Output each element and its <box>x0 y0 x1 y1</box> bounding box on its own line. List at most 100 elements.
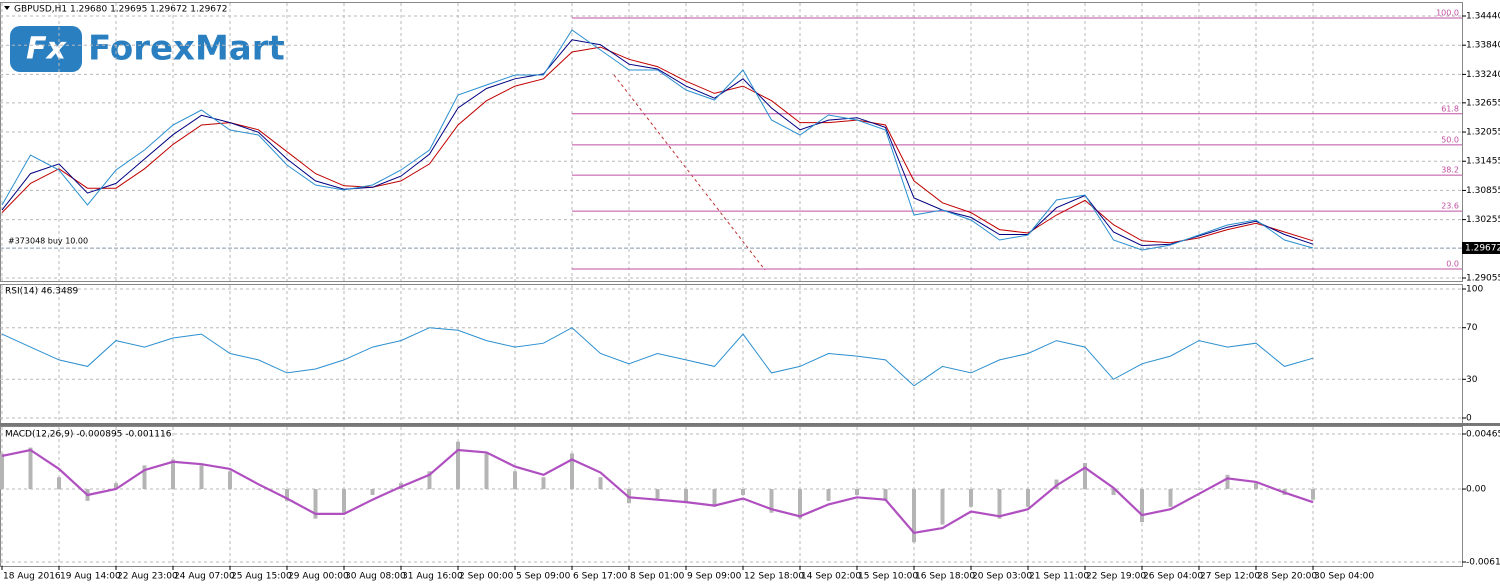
histogram-bar <box>256 489 261 490</box>
histogram-bar <box>228 471 232 490</box>
histogram-bar <box>940 489 945 525</box>
x-tick-label: 18 Aug 2016 <box>3 572 61 582</box>
x-tick-label: 22 Aug 23:00 <box>117 572 178 582</box>
series-line <box>1 29 1314 251</box>
y-tick-label: 100 <box>1466 285 1483 295</box>
histogram-bar <box>1140 489 1144 523</box>
histogram-bar <box>655 489 660 499</box>
x-tick-label: 8 Sep 01:00 <box>630 572 685 582</box>
histogram-bar <box>1026 489 1030 507</box>
x-tick-label: 19 Aug 14:00 <box>60 572 121 582</box>
histogram-bar <box>342 489 346 513</box>
panels <box>0 2 1500 567</box>
histogram-bar <box>57 477 61 490</box>
x-tick-label: 29 Aug 00:00 <box>288 572 349 582</box>
x-tick-label: 26 Sep 04:00 <box>1143 572 1203 582</box>
y-tick-label: 30 <box>1466 375 1478 385</box>
y-tick-label: 1.31455 <box>1466 157 1500 167</box>
separator <box>0 423 1500 426</box>
y-tick-label: 1.30255 <box>1466 215 1500 225</box>
last-price-box <box>1462 241 1500 254</box>
histogram-bar <box>427 471 432 490</box>
histogram-bar <box>798 489 802 519</box>
histogram-bar <box>1197 489 1201 490</box>
fib-label: 23.6 <box>1441 202 1459 211</box>
y-tick-label: 1.34440 <box>1466 12 1500 22</box>
histogram-bar <box>1225 474 1230 490</box>
x-tick-label: 9 Sep 09:00 <box>687 572 742 582</box>
histogram-bar <box>513 471 517 490</box>
histogram-bar <box>171 459 175 490</box>
fib-label: 61.8 <box>1441 104 1459 113</box>
trend-line <box>613 74 766 271</box>
x-tick-label: 5 Sep 09:00 <box>516 572 571 582</box>
series-line <box>1 39 1314 247</box>
histogram-bar <box>883 489 888 501</box>
x-tick-label: 25 Aug 15:00 <box>231 572 292 582</box>
x-tick-label: 15 Sep 10:00 <box>858 572 918 582</box>
y-tick-label: 1.32055 <box>1466 128 1500 138</box>
x-tick-label: 28 Sep 20:00 <box>1257 572 1317 582</box>
x-tick-label: 20 Sep 03:00 <box>972 572 1032 582</box>
histogram-bar <box>484 453 489 490</box>
histogram-bar <box>769 489 774 513</box>
histogram-bar <box>1254 483 1258 490</box>
chart-title: GBPUSD,H1 1.29680 1.29695 1.29672 1.2967… <box>14 5 227 15</box>
histogram-bar <box>541 477 546 490</box>
menu-arrow <box>4 6 10 10</box>
histogram-bar <box>712 489 717 507</box>
histogram-bar <box>1311 489 1315 500</box>
y-tick-label: 0.004651 <box>1466 430 1500 440</box>
y-tick-label: -0.006165 <box>1466 558 1500 568</box>
histogram-bar <box>285 489 289 501</box>
histogram-bar <box>570 453 574 490</box>
x-tick-label: 14 Sep 02:00 <box>801 572 861 582</box>
x-tick-label: 24 Aug 07:00 <box>174 572 235 582</box>
y-tick-label: 1.29055 <box>1466 274 1500 284</box>
y-tick-label: 0.00 <box>1466 485 1486 495</box>
x-tick-label: 22 Sep 19:00 <box>1086 572 1146 582</box>
price-panel <box>0 2 1463 282</box>
x-tick-label: 31 Aug 16:00 <box>402 572 463 582</box>
histogram-bar <box>912 489 916 543</box>
histogram-bar <box>1168 489 1173 507</box>
x-tick-label: 2 Sep 00:00 <box>459 572 514 582</box>
x-tick-label: 27 Sep 12:00 <box>1200 572 1260 582</box>
histogram-bar <box>598 477 603 490</box>
histogram-bar <box>997 489 1002 519</box>
panel-title: MACD(12,26,9) -0.000895 -0.001116 <box>5 430 172 440</box>
y-tick-label: 1.32655 <box>1466 98 1500 108</box>
x-tick-label: 12 Sep 18:00 <box>744 572 804 582</box>
fib-label: 38.2 <box>1441 166 1459 175</box>
histogram-bar <box>456 441 460 490</box>
y-tick-label: 1.30855 <box>1466 186 1500 196</box>
series-line <box>1 327 1314 387</box>
x-tick-label: 6 Sep 17:00 <box>573 572 628 582</box>
order-label: #373048 buy 10.00 <box>8 237 88 246</box>
macd-panel <box>0 426 1463 567</box>
histogram-bar <box>370 489 375 495</box>
fib-label: 0.0 <box>1446 259 1459 268</box>
fib-label: 50.0 <box>1441 135 1459 144</box>
histogram-bar <box>142 465 147 490</box>
panel-title: RSI(14) 46.3489 <box>5 287 78 297</box>
x-tick-label: 30 Sep 04:00 <box>1314 572 1374 582</box>
y-tick-label: 0 <box>1466 414 1472 424</box>
histogram-bar <box>969 489 973 507</box>
logo-text: ForexMart <box>88 29 285 69</box>
histogram-bar <box>741 489 745 495</box>
fib-label: 100.0 <box>1436 8 1459 17</box>
logo-icon: Fx <box>26 32 67 67</box>
histogram-bar <box>114 483 118 490</box>
histogram-bar <box>199 465 204 490</box>
last-price-label: 1.29672 <box>1465 243 1500 253</box>
histogram-bar <box>855 489 859 495</box>
logo: Fx ForexMart <box>10 26 285 72</box>
histogram-bar <box>1083 463 1087 490</box>
x-tick-label: 21 Sep 11:00 <box>1029 572 1089 582</box>
x-tick-label: 30 Aug 08:00 <box>345 572 406 582</box>
y-tick-label: 70 <box>1466 323 1478 333</box>
y-tick-label: 1.33840 <box>1466 41 1500 51</box>
